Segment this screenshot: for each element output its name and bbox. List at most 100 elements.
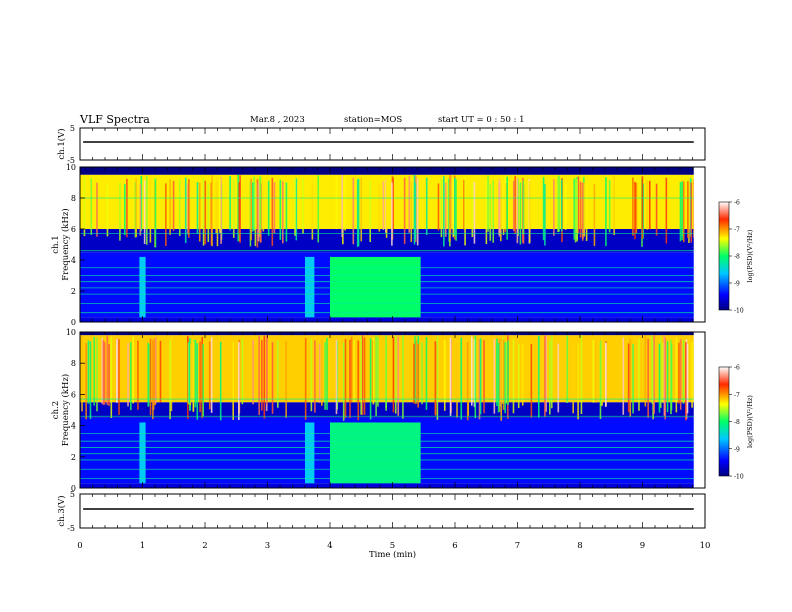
ch1-spectrogram-ytick-label: 4	[71, 256, 76, 265]
ch2-spectrogram-texture	[232, 341, 235, 420]
ch1-spectrogram-colorbar-tick-label: -6	[734, 200, 740, 207]
ch1-spectrogram-texture	[492, 180, 495, 243]
ch1-spectrogram-texture	[646, 180, 649, 230]
ch2-spectrogram-texture	[517, 343, 520, 408]
ch1-spectrogram-texture	[219, 178, 221, 233]
ch2-spectrogram-texture	[678, 342, 680, 404]
ch2-spectrogram-texture	[652, 342, 654, 420]
ch1-spectrogram-texture	[577, 176, 580, 234]
ch2-spectrogram-texture	[202, 344, 205, 417]
ch1-spectrogram-image	[80, 167, 705, 322]
x-tick-label: 0	[77, 541, 82, 551]
ch1-spectrogram-texture	[444, 182, 447, 237]
ch1-spectrogram-ylabel: ch.1	[51, 235, 61, 253]
ch2-spectrogram-texture	[402, 335, 404, 419]
ch1-spectrogram-texture	[440, 178, 443, 238]
ch1-spectrogram-texture	[154, 178, 157, 248]
ch1-spectrogram-texture	[352, 177, 355, 245]
ch1-spectrogram-texture	[90, 178, 93, 235]
ch1-spectrogram-texture	[464, 177, 466, 246]
ch1-spectrogram-texture	[613, 174, 615, 236]
ch2-spectrogram-burst	[305, 422, 315, 484]
ch2-spectrogram-colorbar-label: log(PSD)(V²/Hz)	[746, 395, 754, 448]
ch2-spectrogram-texture	[241, 338, 244, 405]
ch3-voltage-ytick-label: 5	[70, 490, 75, 499]
ch2-spectrogram-texture	[507, 340, 509, 405]
ch2-spectrogram-colorbar-tick-label: -10	[734, 474, 744, 481]
ch1-spectrogram-texture	[498, 179, 501, 237]
ch1-spectrogram-texture	[249, 181, 252, 247]
ch1-spectrogram-texture	[285, 182, 288, 242]
ch2-spectrogram-texture	[342, 342, 345, 421]
ch1-spectrogram-texture	[211, 175, 213, 247]
ch2-spectrogram-texture	[436, 336, 439, 420]
ch2-spectrogram-texture	[93, 336, 95, 406]
ch1-spectrogram-texture	[126, 178, 128, 238]
ch1-spectrogram-texture	[579, 181, 582, 238]
ch1-spectrogram-texture	[642, 183, 645, 239]
ch2-spectrogram-texture	[497, 343, 500, 413]
ch2-spectrogram-texture	[89, 341, 92, 419]
ch1-spectrogram-texture	[165, 183, 167, 246]
ch2-spectrogram-texture	[601, 336, 603, 406]
ch2-spectrogram-ytick-label: 4	[71, 422, 76, 431]
ch2-spectrogram-texture	[417, 343, 419, 408]
ch2-spectrogram-texture	[361, 335, 364, 416]
ch1-spectrogram-texture	[608, 180, 611, 233]
ch2-spectrogram-colorbar-tick-label: -7	[734, 392, 740, 399]
ch1-spectrogram-texture	[514, 176, 516, 235]
ch1-spectrogram-texture	[564, 183, 567, 230]
ch2-spectrogram-texture	[385, 335, 387, 411]
ch2-spectrogram-texture	[580, 335, 583, 415]
ch2-spectrogram-texture	[632, 343, 634, 414]
ch1-spectrogram-texture	[655, 183, 658, 236]
ch2-spectrogram-texture	[285, 340, 287, 418]
ch1-spectrogram-texture	[463, 179, 465, 230]
ch2-spectrogram-texture	[473, 339, 476, 408]
ch2-spectrogram-texture	[199, 341, 201, 413]
ch2-spectrogram-texture	[116, 339, 118, 403]
ch2-spectrogram-texture	[691, 342, 693, 408]
ch2-spectrogram-texture	[147, 342, 150, 407]
ch1-spectrogram-texture	[257, 182, 260, 242]
ch1-spectrogram-texture	[681, 181, 683, 241]
ch1-spectrogram-texture	[220, 177, 222, 244]
ch1-spectrogram-texture	[83, 175, 86, 237]
ch2-spectrogram-texture	[658, 343, 661, 413]
ch2-spectrogram-texture	[662, 343, 664, 403]
ch1-spectrogram-texture	[516, 177, 519, 244]
ch2-spectrogram-texture	[152, 338, 155, 410]
ch2-spectrogram-texture	[496, 338, 498, 407]
ch2-spectrogram-texture	[369, 338, 372, 420]
ch1-spectrogram-texture	[583, 182, 586, 237]
ch1-spectrogram-texture	[392, 177, 394, 230]
ch2-spectrogram-texture	[266, 335, 268, 405]
ch1-spectrogram-texture	[688, 176, 690, 244]
ch2-spectrogram-ytick-label: 2	[71, 453, 76, 462]
ch2-spectrogram-texture	[460, 337, 463, 420]
ch2-spectrogram-texture	[188, 341, 191, 403]
ch2-spectrogram-texture	[548, 340, 551, 415]
x-tick-label: 5	[390, 541, 395, 551]
ch2-spectrogram-texture	[169, 340, 171, 420]
ch2-spectrogram-texture	[414, 336, 416, 403]
ch2-spectrogram-texture	[577, 342, 579, 420]
ch2-spectrogram-ylabel: ch.2	[51, 401, 61, 419]
ch1-spectrogram-texture	[294, 178, 296, 236]
ch1-spectrogram-texture	[295, 178, 298, 241]
ch2-spectrogram-texture	[363, 337, 366, 415]
ch2-spectrogram-texture	[666, 341, 669, 413]
ch1-spectrogram-texture	[237, 174, 240, 242]
ch1-spectrogram-texture	[196, 182, 199, 234]
ch1-spectrogram-texture	[557, 176, 559, 233]
ch2-spectrogram-texture	[263, 335, 266, 419]
ch1-spectrogram-texture	[251, 182, 254, 232]
x-tick-label: 2	[202, 541, 207, 551]
ch1-spectrogram-texture	[281, 181, 284, 244]
ch2-spectrogram-colorbar-tick-label: -9	[734, 446, 740, 453]
ch2-spectrogram-texture	[335, 339, 338, 415]
ch2-spectrogram-texture	[310, 338, 313, 412]
ch1-voltage-ytick-label: 5	[70, 124, 75, 133]
ch2-spectrogram-texture	[194, 339, 197, 408]
